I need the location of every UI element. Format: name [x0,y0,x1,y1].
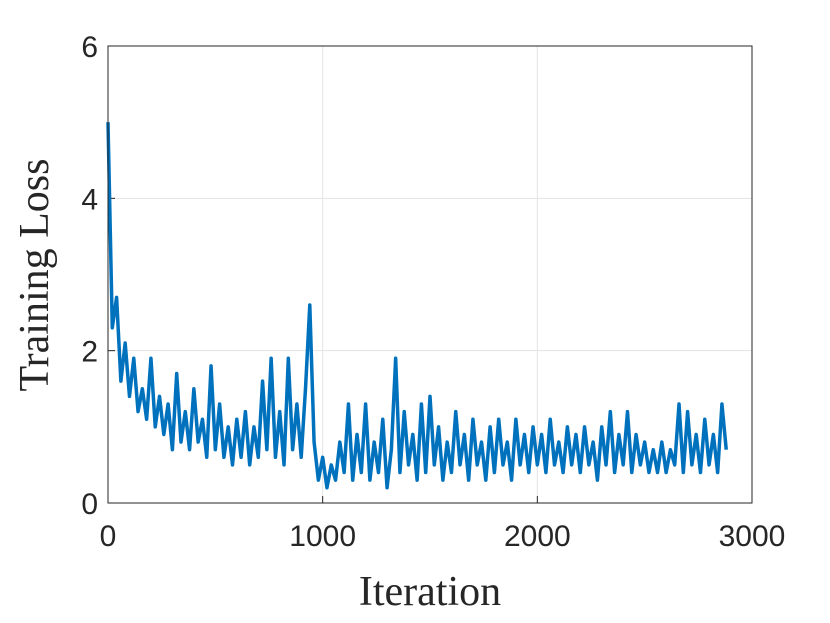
x-axis-label: Iteration [359,569,501,615]
y-tick-label: 2 [81,336,98,369]
x-tick-label: 0 [100,520,117,553]
y-tick-label: 6 [81,31,98,64]
y-tick-label: 4 [81,183,98,216]
data-line [106,122,728,490]
y-tick-label: 0 [81,488,98,521]
y-axis-label: Training Loss [12,159,58,392]
x-tick-label: 2000 [504,520,571,553]
x-tick-label: 1000 [289,520,356,553]
x-tick-label: 3000 [719,520,786,553]
axes-box [107,45,753,504]
